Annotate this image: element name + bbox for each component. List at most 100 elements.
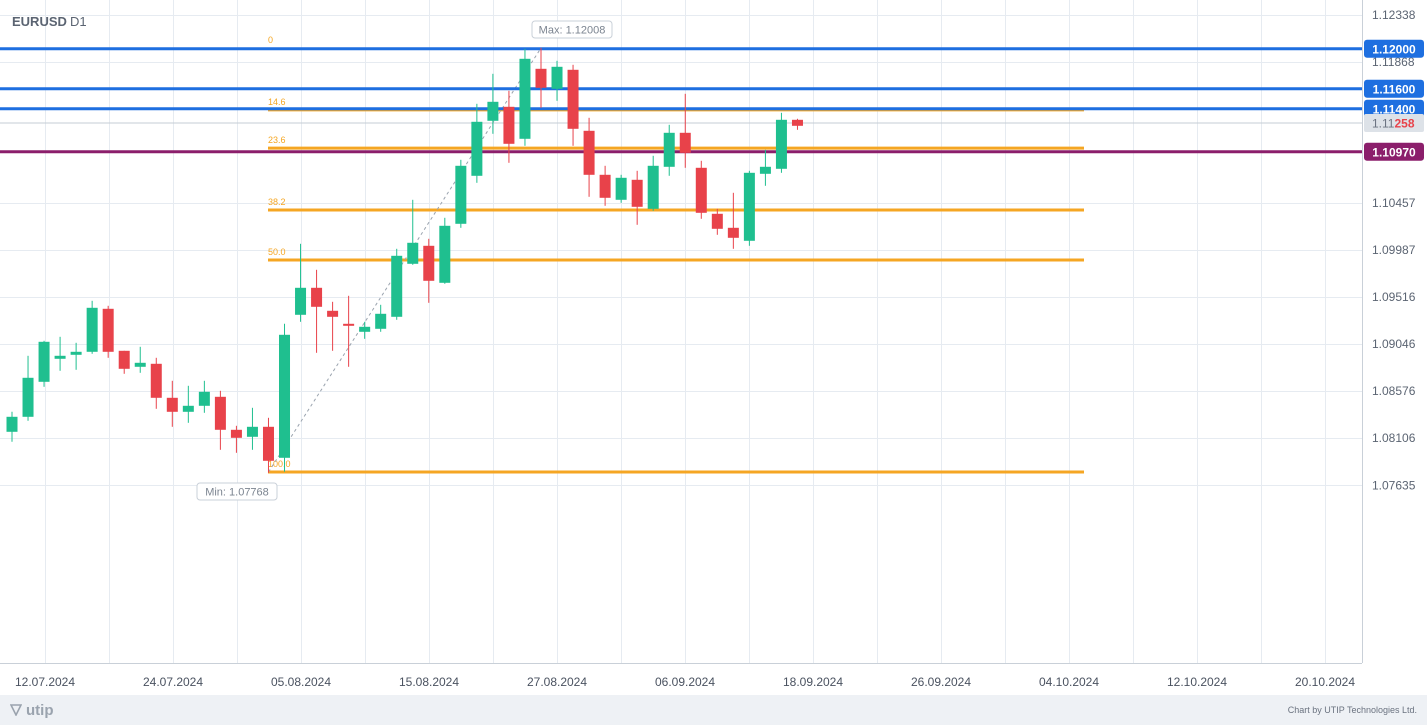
candle — [22, 355, 34, 421]
max-label-text: Max: 1.12008 — [539, 25, 606, 37]
candle — [471, 103, 483, 183]
y-axis-tick-label: 1.09987 — [1372, 243, 1416, 257]
fib-level-label: 50.0 — [268, 247, 286, 257]
candle — [262, 417, 274, 473]
current-price-text: 1.11258 — [1372, 117, 1415, 131]
candle — [86, 300, 98, 354]
price-level-badge: 1.11600 — [1364, 79, 1424, 98]
candle-body — [22, 377, 34, 417]
max-label-box — [531, 20, 613, 39]
candle — [246, 407, 258, 450]
candle — [391, 248, 403, 320]
x-axis-tick-label: 05.08.2024 — [271, 675, 331, 689]
symbol-label: EURUSD — [12, 14, 67, 29]
candle-body — [743, 172, 755, 241]
candle-body — [423, 245, 435, 281]
candle-body — [375, 313, 387, 329]
candle — [38, 340, 50, 387]
candle-body — [631, 179, 643, 207]
current-price-prefix: 1.11 — [1372, 117, 1395, 131]
y-axis-tick-label: 1.11868 — [1372, 55, 1415, 69]
candle-body — [727, 227, 739, 238]
candle-body — [38, 341, 50, 382]
candle-body — [86, 307, 98, 352]
candle-body — [615, 177, 627, 200]
candle — [423, 238, 435, 303]
candle — [455, 159, 467, 228]
candle — [375, 304, 387, 332]
candle — [535, 47, 547, 108]
candle — [279, 323, 291, 472]
y-axis-tick-label: 1.10457 — [1372, 196, 1416, 210]
candle-body — [391, 255, 403, 317]
candle — [599, 165, 611, 206]
candle — [343, 295, 355, 367]
x-axis-tick-label: 18.09.2024 — [783, 675, 843, 689]
min-label: Min: 1.07768 — [196, 482, 278, 501]
price-level-badge: 1.10970 — [1364, 142, 1424, 161]
candle-body — [70, 351, 82, 355]
x-axis-tick-label: 04.10.2024 — [1039, 675, 1099, 689]
candle — [695, 160, 707, 219]
candle — [102, 305, 114, 358]
candle-body — [118, 350, 130, 369]
candle-body — [6, 416, 18, 432]
candle-body — [679, 132, 691, 153]
utip-logo: utip — [10, 702, 54, 719]
timeframe-label[interactable]: D1 — [70, 14, 87, 29]
price-level-badge: 1.12000 — [1364, 39, 1424, 58]
candle-body — [567, 69, 579, 129]
candle-body — [246, 426, 258, 437]
candle — [150, 357, 162, 409]
x-axis-tick-label: 27.08.2024 — [527, 675, 587, 689]
y-axis-tick-label: 1.08576 — [1372, 384, 1416, 398]
price-level-badge: 1.11400 — [1364, 99, 1424, 118]
x-axis-tick-label: 20.10.2024 — [1295, 675, 1355, 689]
candle-body — [663, 132, 675, 167]
footer: utip Chart by UTIP Technologies Ltd. — [0, 695, 1427, 725]
candle — [439, 217, 451, 284]
current-price-suffix: 258 — [1394, 117, 1414, 131]
candle — [487, 73, 499, 134]
candle — [407, 199, 419, 265]
candle-body — [551, 66, 563, 89]
candle-body — [439, 225, 451, 283]
x-axis-tick-label: 15.08.2024 — [399, 675, 459, 689]
y-axis-tick-label: 1.12338 — [1372, 8, 1416, 22]
candle-body — [759, 166, 771, 174]
candle-body — [359, 326, 371, 332]
candle — [743, 170, 755, 246]
x-axis-tick-label: 12.07.2024 — [15, 675, 75, 689]
candle — [327, 301, 339, 351]
candle-body — [198, 391, 210, 406]
y-axis: 1.12338 1.11868 1.10457 1.09987 1.09516 1.090… — [1372, 8, 1416, 492]
candle — [775, 112, 787, 173]
candle — [583, 117, 595, 197]
y-axis-tick-label: 1.09046 — [1372, 337, 1416, 351]
price-badge-text: 1.10970 — [1372, 145, 1416, 159]
candle — [519, 48, 531, 146]
plot-background — [0, 0, 1362, 663]
candle-body — [327, 310, 339, 317]
x-axis-tick-label: 26.09.2024 — [911, 675, 971, 689]
candle-body — [471, 121, 483, 176]
candle-body — [262, 426, 274, 461]
candle-body — [279, 334, 291, 458]
price-badge-bg — [1364, 39, 1424, 58]
y-axis-tick-label: 1.07635 — [1372, 478, 1416, 492]
candle — [727, 192, 739, 249]
candles — [6, 47, 803, 473]
candle — [166, 380, 178, 427]
candle-body — [519, 58, 531, 139]
candle-body — [54, 355, 66, 359]
candle — [551, 60, 563, 101]
price-labels: 1.12000 1.11600 1.11400 1.10970 1.11258 Max: … — [196, 20, 1424, 501]
candle — [663, 124, 675, 176]
candle — [6, 411, 18, 442]
candle — [359, 321, 371, 339]
candle-body — [102, 308, 114, 352]
candle-body — [711, 213, 723, 229]
candle-body — [311, 287, 323, 307]
